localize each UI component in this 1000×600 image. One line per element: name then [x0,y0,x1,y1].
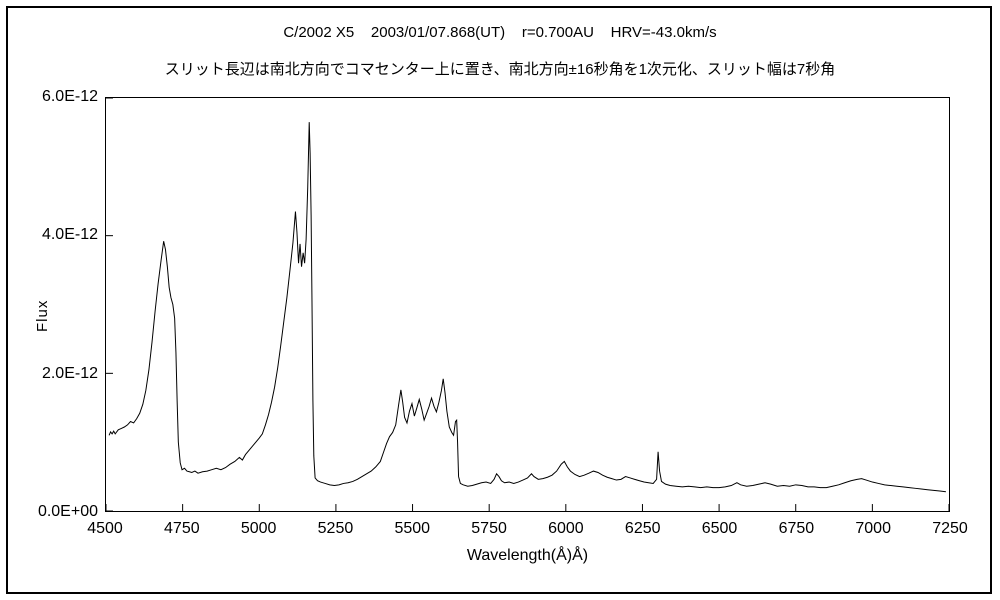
y-tick-label: 0.0E+00 [37,503,98,520]
x-tick-label: 4750 [164,520,200,537]
x-tick-label: 5750 [471,520,507,537]
plot-area [105,97,950,512]
x-axis-label: Wavelength(Å)Å) [466,547,589,564]
x-tick-label: 7000 [855,520,891,537]
x-tick-label: 6000 [548,520,584,537]
y-axis-label: Flux [34,299,51,332]
x-tick-label: 7250 [932,520,968,537]
x-tick-label: 4500 [87,520,123,537]
x-tick-label: 5000 [240,520,277,537]
outer-border [6,6,992,594]
spectrum-chart [106,98,949,511]
y-tick-label: 4.0E-12 [41,226,98,244]
y-tick-label: 2.0E-12 [41,364,98,382]
x-tick-label: 6750 [778,520,815,537]
x-tick-label: 5500 [394,520,431,537]
y-tick-label: 6.0E-12 [41,88,98,105]
chart-title: C/2002 X5 2003/01/07.868(UT) r=0.700AU H… [283,24,717,41]
x-tick-label: 5250 [317,520,354,537]
x-tick-label: 6250 [624,520,661,537]
chart-subtitle: スリット長辺は南北方向でコマセンター上に置き、南北方向±16秒角を1次元化、スリ… [164,61,836,78]
x-tick-label: 6500 [701,520,738,537]
spectrum-polyline [108,122,946,493]
